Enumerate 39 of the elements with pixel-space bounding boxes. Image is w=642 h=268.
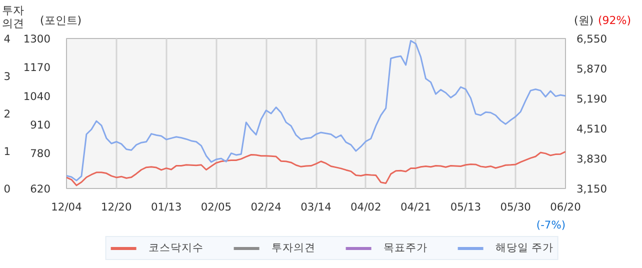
y2-tick-label: 3,830 xyxy=(576,152,608,166)
x-tick-label: 12/04 xyxy=(51,200,82,214)
y-tick-label: 1170 xyxy=(23,61,51,74)
y-tick-label: 1040 xyxy=(23,90,51,103)
y2-axis-title: (원) xyxy=(574,14,594,27)
x-tick-label: 04/21 xyxy=(400,200,432,214)
x-tick-label: 03/14 xyxy=(300,200,332,214)
legend-label: 코스닥지수 xyxy=(148,241,204,255)
legend-label: 목표주가 xyxy=(383,241,428,255)
x-tick-label: 01/13 xyxy=(150,200,182,214)
x-tick-label: 06/20 xyxy=(550,200,582,214)
x-tick-label: 05/30 xyxy=(500,200,532,214)
y3-tick-label: 3 xyxy=(4,70,10,83)
line-series xyxy=(66,150,566,186)
text: (92%) xyxy=(598,14,632,27)
y3-tick-label: 0 xyxy=(4,182,11,196)
y3-axis-title: 투자 의견 xyxy=(2,4,24,30)
y2-tick-label: 6,550 xyxy=(576,32,608,46)
y3-tick-label: 4 xyxy=(4,32,11,46)
y2-tick-label: 4,510 xyxy=(576,122,608,136)
y-axis-title: (포인트) xyxy=(40,14,82,27)
y2-tick-label: 5,870 xyxy=(576,62,608,76)
y-tick-label: 1300 xyxy=(23,32,51,46)
y2-tick-label: 5,190 xyxy=(576,92,608,106)
x-tick-label: 04/02 xyxy=(350,200,382,214)
legend-label: 해당일 주가 xyxy=(495,241,554,255)
x-tick-label: 02/05 xyxy=(200,200,232,214)
y2-tick-label: 3,150 xyxy=(576,182,608,196)
y-tick-label: 910 xyxy=(30,118,51,132)
y-tick-label: 780 xyxy=(30,147,51,160)
y3-tick-label: 2 xyxy=(4,108,10,120)
line-series xyxy=(66,40,566,182)
y3-tick-label: 1 xyxy=(4,145,10,158)
legend-label: 투자의견 xyxy=(271,241,316,255)
x-tick-label: 02/24 xyxy=(250,200,282,214)
text: (-7%) xyxy=(536,218,566,232)
x-tick-label: 05/13 xyxy=(450,200,482,214)
x-tick-label: 12/20 xyxy=(101,200,132,214)
y-tick-label: 620 xyxy=(30,182,51,196)
